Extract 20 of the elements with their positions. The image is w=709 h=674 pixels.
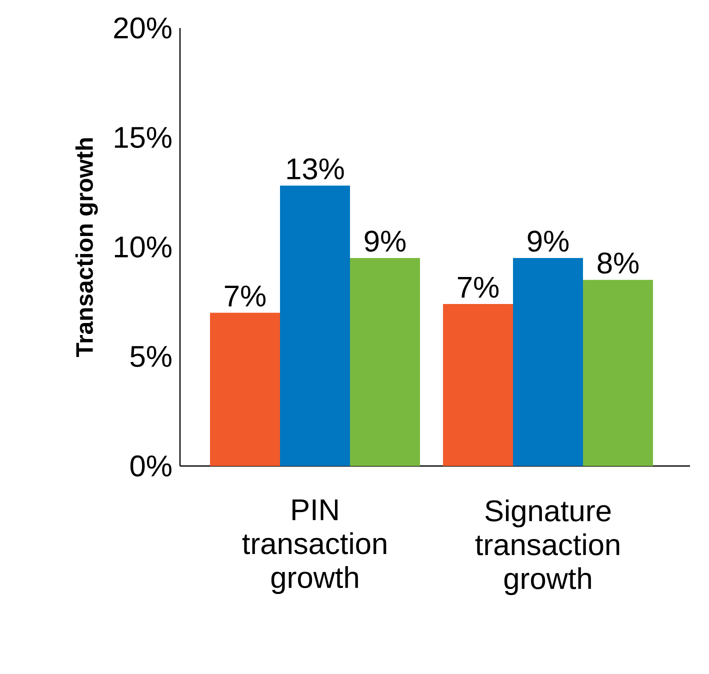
bar (583, 280, 654, 466)
data-label: 7% (458, 276, 499, 298)
x-tick-label: Signature transaction growth (475, 500, 620, 596)
data-label: 9% (364, 230, 406, 252)
y-tick-label: 5% (130, 346, 172, 368)
data-label: 8% (598, 252, 639, 274)
y-tick-label: 10% (114, 236, 172, 258)
y-tick-label: 15% (114, 126, 172, 148)
data-label: 7% (224, 286, 266, 306)
data-label: 9% (528, 230, 569, 252)
bar (350, 258, 420, 466)
bar (513, 258, 584, 466)
x-tick-label: PIN transaction growth (242, 500, 386, 594)
y-tick-label: 20% (114, 17, 172, 39)
y-tick-label: 0% (130, 455, 172, 477)
bar (280, 186, 350, 466)
data-label: 13% (287, 158, 344, 180)
bar (443, 304, 514, 466)
bar (210, 312, 280, 466)
y-axis-title: Transaction growth (75, 138, 98, 357)
